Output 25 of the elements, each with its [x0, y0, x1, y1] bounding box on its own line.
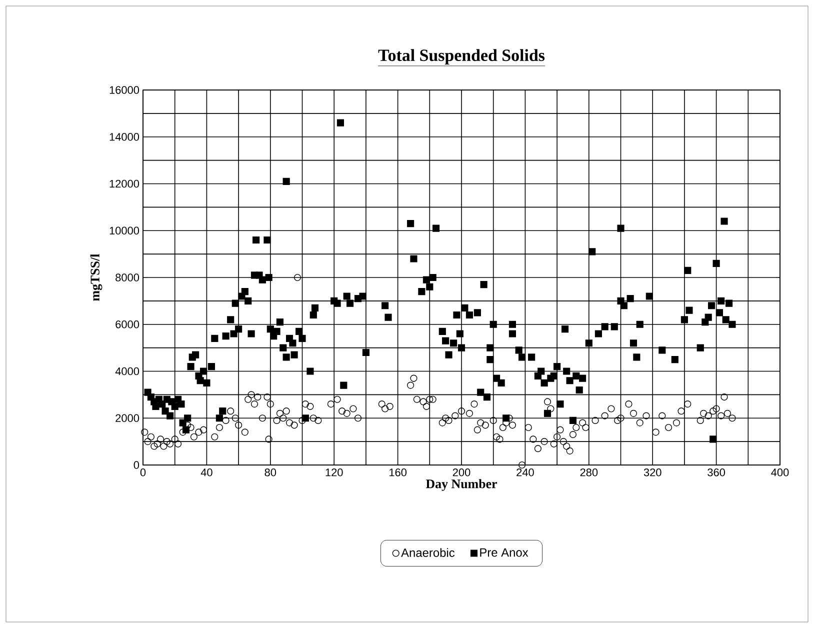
- y-tick-label: 4000: [115, 367, 140, 376]
- x-tick-label: 280: [580, 468, 598, 476]
- legend-label: Anaerobic: [401, 548, 455, 557]
- x-tick-label: 40: [200, 468, 212, 476]
- y-tick-label: 8000: [116, 274, 140, 282]
- x-tick-label: 200: [452, 468, 470, 476]
- y-tick-label: 14000: [110, 133, 140, 141]
- y-tick-label: 12000: [110, 180, 140, 188]
- x-tick-label: 0: [140, 468, 146, 476]
- x-tick-label: 240: [516, 468, 534, 476]
- chart-title: Total Suspended Solids: [378, 49, 545, 65]
- x-tick-label: 160: [389, 468, 407, 476]
- x-tick-label: 120: [326, 468, 343, 476]
- y-tick-label: 16000: [110, 86, 140, 94]
- x-tick-label: 320: [644, 468, 662, 476]
- x-tick-label: 400: [771, 468, 789, 476]
- x-tick-label: 360: [708, 468, 726, 476]
- y-tick-label: 2000: [116, 414, 140, 422]
- legend-label: Pre Anox: [480, 548, 528, 557]
- x-axis-title: Day Number: [426, 479, 498, 491]
- y-tick-label: 10000: [110, 226, 140, 235]
- y-tick-label: 0: [134, 461, 140, 469]
- x-tick-label: 80: [264, 468, 276, 476]
- y-tick-label: 6000: [116, 320, 140, 328]
- y-axis-title: mgTSS/l: [90, 254, 102, 301]
